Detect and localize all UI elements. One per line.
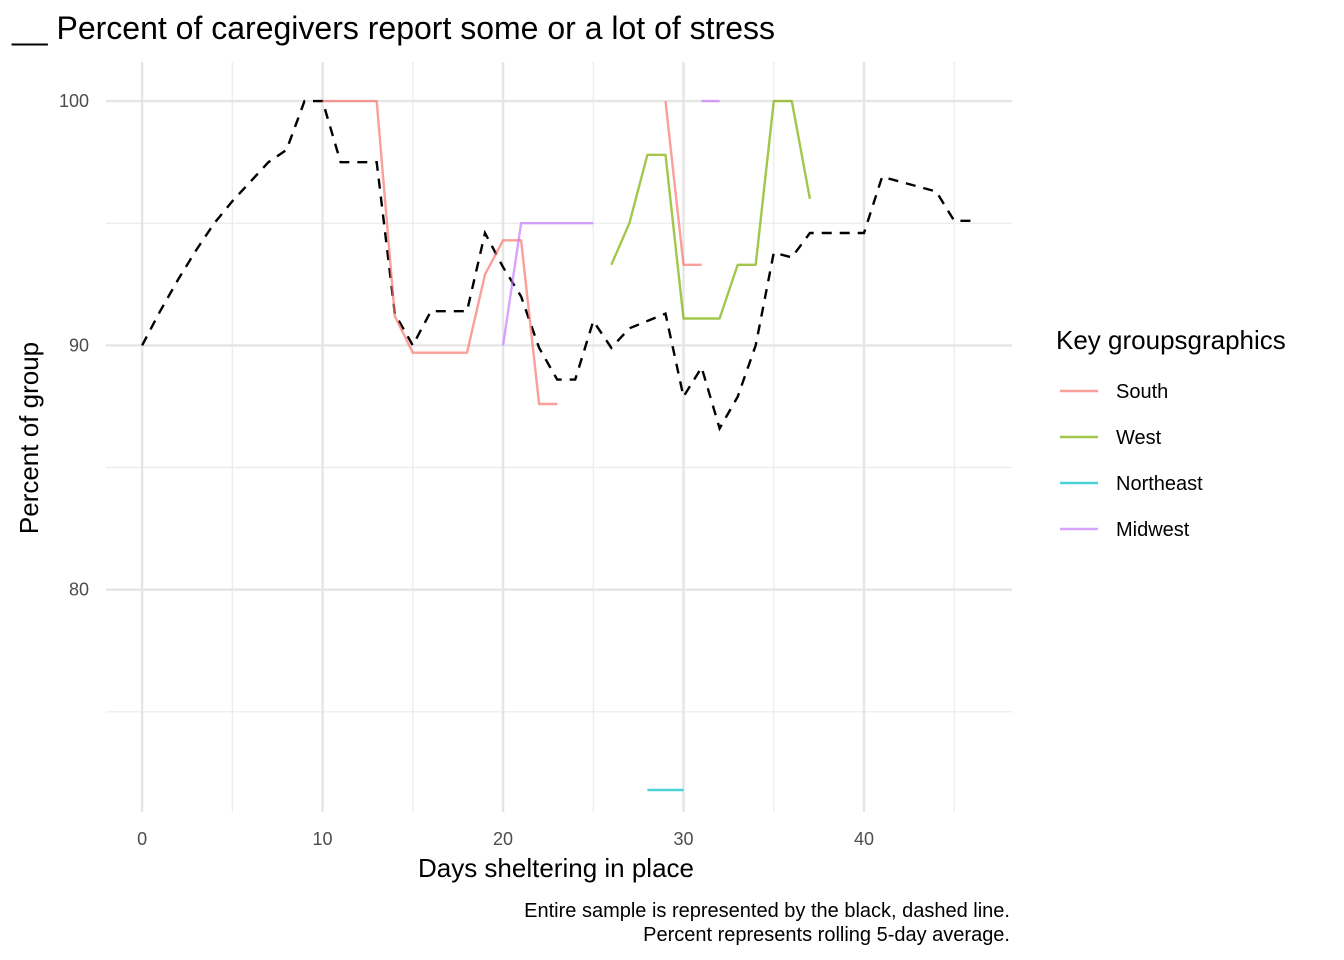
x-axis-title: Days sheltering in place (418, 853, 694, 883)
legend-label-midwest: Midwest (1116, 519, 1190, 541)
legend-label-west: West (1116, 427, 1162, 449)
x-tick-label: 30 (674, 829, 694, 849)
caption-line-2: Percent represents rolling 5-day average… (643, 924, 1010, 946)
series-line-south (322, 99, 558, 406)
caption-line-1: Entire sample is represented by the blac… (524, 900, 1010, 922)
overall-series (141, 99, 973, 432)
legend-label-northeast: Northeast (1116, 473, 1203, 495)
series-line-midwest (501, 221, 594, 346)
axis-ticks: 0 10 20 30 40 80 90 100 (59, 91, 874, 849)
y-axis-title: Percent of group (14, 342, 44, 534)
y-tick-label: 100 (59, 91, 89, 111)
x-tick-label: 40 (854, 829, 874, 849)
x-tick-label: 0 (137, 829, 147, 849)
x-tick-label: 20 (493, 829, 513, 849)
group-series (322, 99, 812, 792)
legend-title: Key groupsgraphics (1056, 325, 1286, 355)
legend-label-south: South (1116, 381, 1168, 403)
legend: Key groupsgraphics South West Northeast Mid… (1056, 325, 1286, 541)
y-tick-label: 90 (69, 335, 89, 355)
overall-dashed-line (141, 99, 973, 432)
series-line-west (610, 99, 812, 320)
grid (106, 62, 1012, 812)
series-line-south (664, 100, 702, 266)
y-tick-label: 80 (69, 580, 89, 600)
x-tick-label: 10 (313, 829, 333, 849)
chart-title: __ Percent of caregivers report some or … (11, 10, 775, 46)
